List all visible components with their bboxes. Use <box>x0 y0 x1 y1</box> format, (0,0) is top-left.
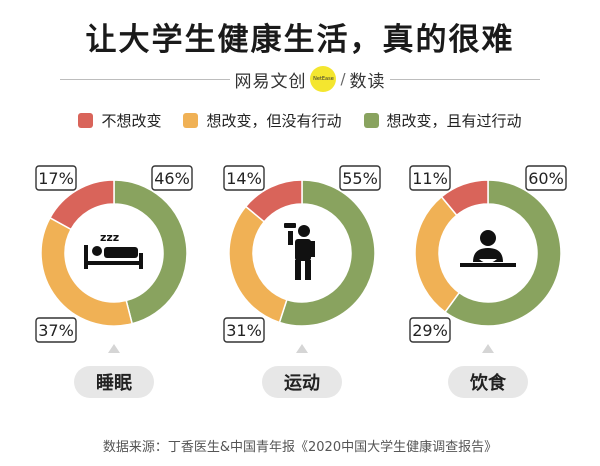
category-1-pill <box>262 366 342 398</box>
brand-logo-dot: NetEase <box>310 66 337 92</box>
brand-name: 网易文创 <box>234 71 307 92</box>
donut-2-label-1-box <box>409 317 451 343</box>
category-0-label: 睡眠 <box>96 373 132 394</box>
donut-2-segment-0 <box>440 179 489 217</box>
legend-swatch-1 <box>183 112 199 128</box>
legend-item-1: 想改变，但没有行动 <box>183 110 342 131</box>
donut-0-label-1-box <box>35 317 77 343</box>
person-leg-left <box>295 260 301 280</box>
person-head <box>298 225 310 237</box>
donut-2-label-0: 11% <box>412 169 448 188</box>
sleeper-head <box>92 246 102 256</box>
eating-icon <box>460 230 516 267</box>
dumbbell-icon <box>284 223 315 280</box>
legend-label-2: 想改变，且有过行动 <box>386 111 522 130</box>
donut-2-pointer <box>482 344 494 353</box>
donut-1-label-1-box <box>223 317 265 343</box>
legend-label-1: 想改变，但没有行动 <box>206 111 342 130</box>
diner-head <box>480 230 496 246</box>
donut-1-segment-0 <box>244 179 303 223</box>
person-arm-raised <box>288 231 293 245</box>
donut-1-segment-2 <box>278 179 376 327</box>
donut-0-label-2: 46% <box>154 169 190 188</box>
donut-2-label-0-box <box>409 165 451 191</box>
donut-0-segment-0 <box>49 179 115 231</box>
donut-1-label-2: 55% <box>342 169 378 188</box>
donut-0-label-2-box <box>151 165 193 191</box>
category-2-label: 饮食 <box>469 372 507 394</box>
bowl-glyph <box>479 259 497 263</box>
dumbbell-bar <box>284 223 296 228</box>
sleeper-body <box>104 247 138 258</box>
zzz-glyph: zzz <box>100 231 119 244</box>
person-leg-right <box>305 260 311 280</box>
legend-swatch-0 <box>78 112 94 128</box>
category-0-pill <box>74 366 154 398</box>
sleeping-icon: zzz <box>84 231 143 269</box>
brand-separator: / <box>340 70 346 88</box>
legend: 不想改变 想改变，但没有行动 想改变，且有过行动 <box>0 108 600 132</box>
legend-item-0: 不想改变 <box>78 110 161 131</box>
donut-1-label-1: 31% <box>226 321 262 340</box>
donut-1-label-0: 14% <box>226 169 262 188</box>
donut-2-label-1: 29% <box>412 321 448 340</box>
donut-0-label-1: 37% <box>38 321 74 340</box>
brand-divider-left <box>60 78 231 80</box>
donut-2-segment-1 <box>414 195 461 314</box>
diner-body <box>473 248 503 262</box>
person-arm-right <box>310 241 315 257</box>
donut-2-segment-2 <box>444 179 562 327</box>
donut-0-label-0-box <box>35 165 77 191</box>
legend-swatch-2 <box>363 112 379 128</box>
donut-1-segment-1 <box>228 205 288 324</box>
donut-2-label-2: 60% <box>528 169 564 188</box>
legend-item-2: 想改变，且有过行动 <box>363 110 522 131</box>
category-2-pill <box>448 366 528 398</box>
donut-2-label-2-box <box>525 165 567 191</box>
brand-divider-right <box>389 78 540 80</box>
donut-1-label-2-box <box>339 165 381 191</box>
person-torso <box>295 239 311 261</box>
donut-1-label-0-box <box>223 165 265 191</box>
legend-label-0: 不想改变 <box>101 111 162 130</box>
donut-0-label-0: 17% <box>38 169 74 188</box>
donut-0-segment-2 <box>113 179 188 325</box>
brand-row: 网易文创 NetEase / 数读 <box>0 66 600 92</box>
bed-frame <box>84 261 143 265</box>
brand-column: 数读 <box>349 71 386 92</box>
bed-headboard <box>84 245 88 269</box>
category-1-label: 运动 <box>284 373 320 394</box>
source-note: 数据来源：丁香医生&中国青年报《2020中国大学生健康调查报告》 <box>102 440 498 455</box>
table-top <box>460 263 516 267</box>
donut-0-pointer <box>108 344 120 353</box>
donut-1-pointer <box>296 344 308 353</box>
page-title: 让大学生健康生活，真的很难 <box>85 22 515 58</box>
